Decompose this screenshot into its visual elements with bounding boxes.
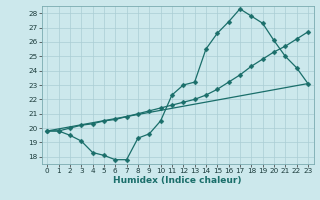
X-axis label: Humidex (Indice chaleur): Humidex (Indice chaleur) <box>113 176 242 185</box>
